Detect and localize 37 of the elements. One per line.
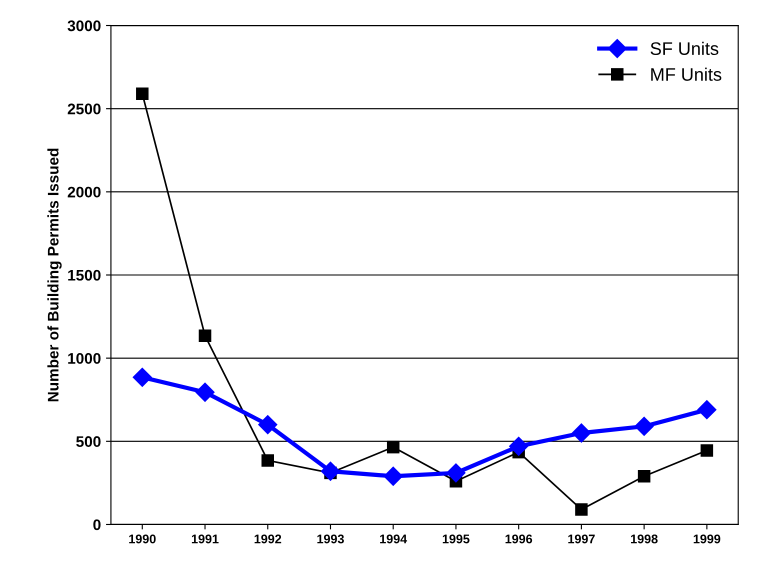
x-tick-label: 1992 xyxy=(254,534,282,544)
point xyxy=(575,503,588,516)
x-tick-label: 1998 xyxy=(631,534,658,544)
x-tick-label: 1994 xyxy=(380,534,408,544)
y-tick-label: 1500 xyxy=(68,270,101,281)
x-tick-label: 1990 xyxy=(129,534,156,544)
point xyxy=(634,416,654,436)
x-tick-label: 1993 xyxy=(317,534,344,544)
point xyxy=(320,462,340,481)
point xyxy=(132,368,152,387)
x-tick-label: 1995 xyxy=(442,534,470,544)
point xyxy=(386,440,400,454)
point xyxy=(195,382,215,402)
point xyxy=(258,415,278,434)
y-axis-title: Number of Building Permits Issued xyxy=(47,148,62,402)
point xyxy=(700,444,714,457)
point xyxy=(136,87,149,100)
legend-label: SF Units xyxy=(650,42,718,56)
x-tick-label: 1997 xyxy=(568,534,595,544)
x-tick-label: 1996 xyxy=(506,534,532,544)
point xyxy=(384,466,403,486)
point xyxy=(262,454,274,467)
point xyxy=(638,470,650,482)
legend-label: MF Units xyxy=(651,68,722,81)
point xyxy=(509,436,528,456)
point xyxy=(198,329,212,342)
point xyxy=(697,400,716,420)
x-tick-label: 1999 xyxy=(694,534,720,544)
y-tick-label: 0 xyxy=(93,519,101,530)
x-tick-label: 1991 xyxy=(192,534,219,544)
point xyxy=(446,463,466,482)
y-tick-label: 1000 xyxy=(68,353,101,364)
y-tick-label: 500 xyxy=(76,436,101,447)
y-tick-label: 3000 xyxy=(68,20,101,32)
y-tick-label: 2500 xyxy=(68,104,101,114)
y-tick-label: 2000 xyxy=(68,186,101,198)
point xyxy=(572,423,591,443)
